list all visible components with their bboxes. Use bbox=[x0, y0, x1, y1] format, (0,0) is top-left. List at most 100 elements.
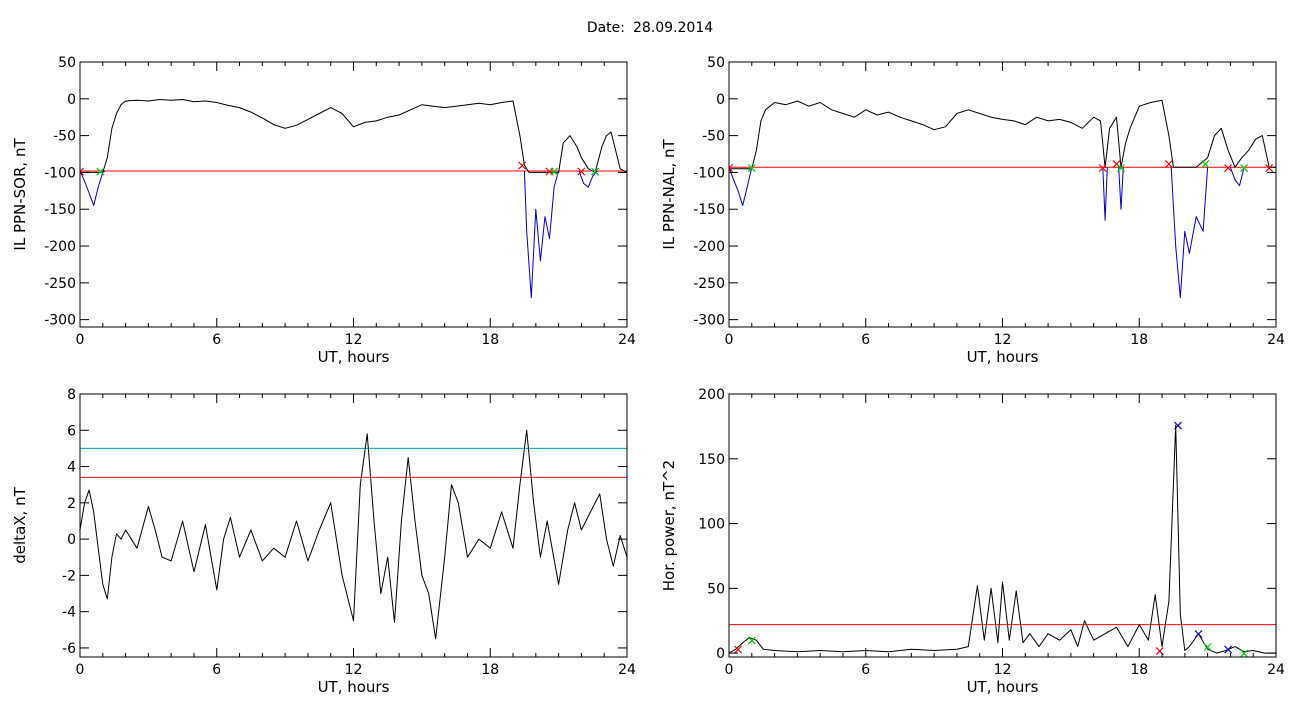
y-axis-label: IL PPN-SOR, nT bbox=[11, 138, 29, 251]
event-marker-5: × bbox=[1115, 160, 1127, 176]
date-value: 28.09.2014 bbox=[633, 20, 714, 36]
x-tick-label: 6 bbox=[212, 662, 221, 678]
x-tick-label: 24 bbox=[618, 662, 636, 678]
x-tick-label: 0 bbox=[76, 662, 85, 678]
plot-frame bbox=[728, 393, 1277, 658]
y-tick-label: 0 bbox=[716, 92, 725, 108]
y-tick-label: -100 bbox=[44, 165, 76, 181]
series-line-1 bbox=[729, 424, 1276, 654]
y-tick-label: -250 bbox=[44, 276, 76, 292]
plot-area bbox=[80, 429, 627, 640]
series-line-3 bbox=[1102, 167, 1108, 221]
x-axis-label: UT, hours bbox=[967, 348, 1039, 366]
x-tick-label: 6 bbox=[861, 662, 870, 678]
event-marker-7: × bbox=[589, 164, 601, 180]
x-tick-label: 0 bbox=[76, 332, 85, 348]
y-tick-label: -50 bbox=[53, 129, 76, 145]
plot-area: × × × ×× × × bbox=[80, 99, 627, 299]
y-tick-label: -200 bbox=[44, 239, 76, 255]
figure-title: Date: 28.09.2014 bbox=[0, 20, 1300, 36]
y-tick-label: 6 bbox=[67, 423, 76, 439]
event-marker-6: × bbox=[1163, 157, 1175, 173]
event-marker-7: × bbox=[1222, 642, 1234, 658]
event-marker-5: × bbox=[1193, 627, 1205, 643]
x-tick-label: 24 bbox=[618, 332, 636, 348]
y-tick-label: 2 bbox=[67, 496, 76, 512]
event-marker-3: × bbox=[1154, 644, 1166, 660]
y-tick-label: 200 bbox=[698, 387, 725, 403]
y-tick-label: -150 bbox=[44, 202, 76, 218]
event-marker-2: × bbox=[746, 160, 758, 176]
x-axis-label: UT, hours bbox=[318, 348, 390, 366]
x-tick-label: 6 bbox=[212, 332, 221, 348]
y-axis-label: IL PPN-NAL, nT bbox=[660, 139, 678, 250]
y-tick-label: -4 bbox=[62, 605, 76, 621]
y-axis-label: Hor. power, nT^2 bbox=[660, 460, 678, 591]
event-marker-4: × bbox=[1111, 157, 1123, 173]
event-marker-10: × bbox=[1263, 160, 1275, 176]
y-tick-label: -300 bbox=[693, 313, 725, 329]
y-tick-label: -100 bbox=[693, 165, 725, 181]
event-marker-8: × bbox=[1222, 160, 1234, 176]
x-tick-label: 12 bbox=[994, 662, 1012, 678]
series-line-2 bbox=[80, 170, 106, 206]
event-marker-5: × bbox=[548, 164, 560, 180]
y-tick-label: 50 bbox=[707, 581, 725, 597]
event-marker-7: × bbox=[1199, 157, 1211, 173]
event-marker-1: × bbox=[732, 642, 744, 658]
y-tick-label: -250 bbox=[693, 276, 725, 292]
event-marker-2: × bbox=[746, 633, 758, 649]
x-tick-label: 0 bbox=[725, 332, 734, 348]
event-marker-6: × bbox=[576, 164, 588, 180]
y-tick-label: -6 bbox=[62, 641, 76, 657]
event-marker-2: × bbox=[95, 164, 107, 180]
y-tick-label: 150 bbox=[698, 452, 725, 468]
x-axis-label: UT, hours bbox=[967, 678, 1039, 696]
x-tick-label: 12 bbox=[994, 332, 1012, 348]
x-tick-label: 24 bbox=[1267, 662, 1285, 678]
y-tick-label: -2 bbox=[62, 568, 76, 584]
plot-frame bbox=[728, 61, 1277, 328]
series-line-3 bbox=[523, 170, 560, 299]
y-tick-label: 50 bbox=[58, 55, 76, 71]
x-tick-label: 18 bbox=[481, 662, 499, 678]
x-axis-label: UT, hours bbox=[318, 678, 390, 696]
x-tick-label: 6 bbox=[861, 332, 870, 348]
x-tick-label: 24 bbox=[1267, 332, 1285, 348]
plot-area: ×××××× × × bbox=[729, 418, 1276, 662]
plot-area: × × × ×× × × × × × bbox=[723, 99, 1276, 299]
series-line-4 bbox=[1118, 167, 1124, 210]
y-tick-label: 4 bbox=[67, 460, 76, 476]
event-marker-6: × bbox=[1202, 640, 1214, 656]
series-line-2 bbox=[729, 167, 753, 206]
plot-frame bbox=[79, 61, 628, 328]
event-marker-9: × bbox=[1238, 160, 1250, 176]
y-axis-label: deltaX, nT bbox=[11, 486, 29, 563]
x-tick-label: 18 bbox=[481, 332, 499, 348]
y-tick-label: 0 bbox=[67, 532, 76, 548]
y-tick-label: 0 bbox=[67, 92, 76, 108]
event-marker-1: × bbox=[723, 160, 735, 176]
event-marker-4: × bbox=[1172, 418, 1184, 434]
y-tick-label: -300 bbox=[44, 313, 76, 329]
y-tick-label: -50 bbox=[702, 129, 725, 145]
x-tick-label: 12 bbox=[345, 332, 363, 348]
event-marker-8: × bbox=[1238, 646, 1250, 662]
series-line-1 bbox=[80, 99, 627, 173]
series-line-5 bbox=[1170, 167, 1209, 299]
x-tick-label: 18 bbox=[1130, 332, 1148, 348]
y-tick-label: 0 bbox=[716, 646, 725, 662]
event-marker-3: × bbox=[516, 158, 528, 174]
y-tick-label: -150 bbox=[693, 202, 725, 218]
series-line-1 bbox=[729, 99, 1276, 170]
x-tick-label: 0 bbox=[725, 662, 734, 678]
y-tick-label: 100 bbox=[698, 517, 725, 533]
date-label: Date: bbox=[586, 20, 625, 36]
event-marker-4: × bbox=[544, 164, 556, 180]
chart-sor: × × × ×× × ×0 6 12 18 24500-50-100-150-200-250-30… bbox=[11, 55, 636, 366]
x-tick-label: 18 bbox=[1130, 662, 1148, 678]
y-tick-label: 8 bbox=[67, 387, 76, 403]
